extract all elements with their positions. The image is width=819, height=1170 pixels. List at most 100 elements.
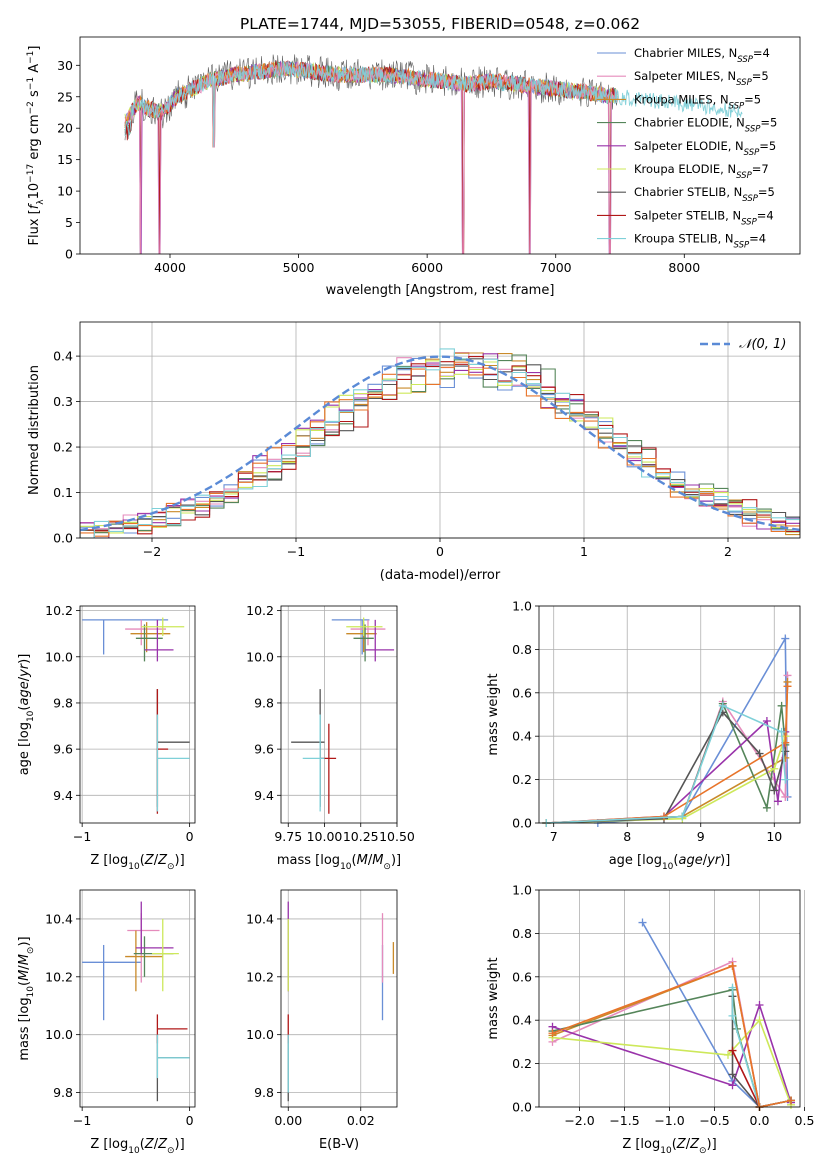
legend-entry: Chabrier STELIB, NSSP=5 [634, 185, 775, 204]
weight-series-line [552, 988, 792, 1108]
x-tick-label: 0 [436, 544, 444, 559]
weight-series-line [546, 686, 789, 824]
x-tick-label: −1.0 [654, 1113, 684, 1128]
weight-point-marker [787, 1096, 795, 1105]
y-tick-label: 10.0 [45, 649, 73, 664]
y-tick-label: 0.6 [512, 685, 532, 700]
weight-point-marker [755, 1016, 764, 1025]
x-tick-label: −1 [287, 544, 305, 559]
weight-point-marker [781, 634, 790, 643]
weight-point-marker [755, 1001, 764, 1010]
weight-point-marker [773, 797, 782, 806]
age-vs-Z-panel: −1 0 9.4 9.6 9.8 10.0 10.2 Z [log10(Z/Z⊙)] age [… [17, 603, 196, 872]
x-axis-label: Z [log10(Z/Z⊙)] [90, 853, 184, 872]
legend-entry: Kroupa MILES, NSSP=5 [634, 92, 761, 111]
weight-point-marker [728, 1011, 737, 1020]
weight-point-marker [783, 682, 792, 691]
y-axis-label: mass weight [486, 957, 501, 1039]
x-tick-label: 9.75 [274, 829, 302, 844]
histogram-series-line [80, 348, 800, 538]
y-tick-label: 0 [65, 247, 73, 262]
histogram-series-line [80, 361, 800, 538]
axes-frame [79, 889, 196, 1108]
weight-point-marker [762, 803, 771, 812]
x-axis-label: Z [log10(Z/Z⊙)] [622, 1137, 716, 1156]
weight-point-marker [777, 727, 786, 736]
y-tick-label: 9.8 [53, 695, 73, 710]
y-tick-label: 9.4 [254, 788, 274, 803]
y-axis-label: Flux [fλ10−17 erg cm−2 s−1 A−1] [26, 46, 46, 246]
y-tick-label: 0.8 [512, 926, 532, 941]
x-tick-label: 6000 [411, 260, 443, 275]
y-tick-label: 9.8 [254, 1085, 274, 1100]
weight-point-marker [678, 812, 687, 821]
axes-frame [538, 605, 801, 824]
weight-series-line [546, 681, 789, 824]
y-tick-label: 10.2 [45, 969, 73, 984]
chart-title: PLATE=1744, MJD=53055, FIBERID=0548, z=0… [240, 15, 640, 33]
x-tick-label: 10 [766, 829, 782, 844]
mass-vs-EBV-panel: 0.00 0.02 9.8 10.0 10.2 10.4 E(B-V) [246, 889, 398, 1152]
x-tick-label: 8 [623, 829, 631, 844]
x-axis-label: age [log10(age/yr)] [609, 853, 731, 872]
x-tick-label: −0.5 [699, 1113, 729, 1128]
y-tick-label: 10.4 [45, 911, 73, 926]
legend-entry: Chabrier MILES, NSSP=4 [634, 46, 770, 65]
legend-entry: Chabrier ELODIE, NSSP=5 [634, 116, 777, 135]
weight-point-marker [728, 1081, 737, 1090]
x-tick-label: −1 [73, 829, 91, 844]
y-tick-label: 10.0 [246, 649, 274, 664]
mass-vs-Z-panel: −1 0 9.8 10.0 10.2 10.4 Z [log10(Z/Z⊙)] mass [l… [17, 889, 196, 1156]
legend-entry: Kroupa STELIB, NSSP=4 [634, 232, 766, 251]
y-tick-label: 0.3 [53, 394, 73, 409]
weight-point-marker [728, 1070, 737, 1079]
residuals-panel: −2 −1 0 1 2 0.0 0.1 0.2 0.3 0.4 (data-model)/error… [27, 321, 801, 583]
x-tick-label: −2 [143, 544, 161, 559]
age-vs-mass-panel: 9.75 10.00 10.25 10.50 9.4 9.6 9.8 10.0 10.2 mass… [246, 603, 415, 872]
y-tick-label: 9.8 [53, 1085, 73, 1100]
y-tick-label: 0.0 [512, 1100, 532, 1115]
y-tick-label: 10.2 [45, 603, 73, 618]
y-axis-label: mass [log10(M/M⊙)] [17, 936, 36, 1060]
y-tick-label: 9.8 [254, 695, 274, 710]
weight-point-marker [638, 918, 647, 927]
weight-series-line [552, 964, 792, 1108]
x-axis-label: wavelength [Angstrom, rest frame] [326, 283, 555, 298]
y-tick-label: 0.4 [512, 729, 532, 744]
x-tick-label: −1.5 [609, 1113, 639, 1128]
y-tick-label: 1.0 [512, 883, 532, 898]
legend-entry: Salpeter MILES, NSSP=5 [634, 69, 769, 88]
y-tick-label: 10.2 [246, 969, 274, 984]
y-tick-label: 25 [57, 89, 73, 104]
y-tick-label: 10.0 [246, 1027, 274, 1042]
x-tick-label: 5000 [283, 260, 315, 275]
y-axis-label: mass weight [486, 673, 501, 755]
y-tick-label: 0.4 [512, 1013, 532, 1028]
axes-frame [280, 605, 398, 824]
x-tick-label: 0 [186, 1113, 194, 1128]
y-tick-label: 0.0 [512, 816, 532, 831]
weight-point-marker [777, 701, 786, 710]
y-axis-label: age [log10(age/yr)] [17, 654, 36, 776]
weight-point-marker [728, 983, 737, 992]
x-tick-label: 7 [550, 829, 558, 844]
x-tick-label: 10.25 [343, 829, 379, 844]
weight-series-line [546, 710, 787, 824]
weight-point-marker [770, 764, 779, 773]
weight-series-line [552, 1018, 792, 1106]
weight-point-marker [548, 1029, 557, 1038]
weight-point-marker [718, 701, 727, 710]
y-tick-label: 0.2 [512, 1056, 532, 1071]
axes-frame [79, 36, 801, 255]
weight-point-marker [762, 717, 771, 726]
x-tick-label: 9 [697, 829, 705, 844]
y-tick-label: 15 [57, 152, 73, 167]
x-tick-label: 0.02 [347, 1113, 375, 1128]
weight-point-marker [724, 1050, 732, 1059]
y-tick-label: 10 [57, 184, 73, 199]
legend-entry: Kroupa ELODIE, NSSP=7 [634, 162, 769, 181]
legend-entry: 𝒩(0, 1) [739, 337, 786, 352]
weight-point-marker [770, 786, 779, 795]
weight-series-line [641, 922, 792, 1108]
